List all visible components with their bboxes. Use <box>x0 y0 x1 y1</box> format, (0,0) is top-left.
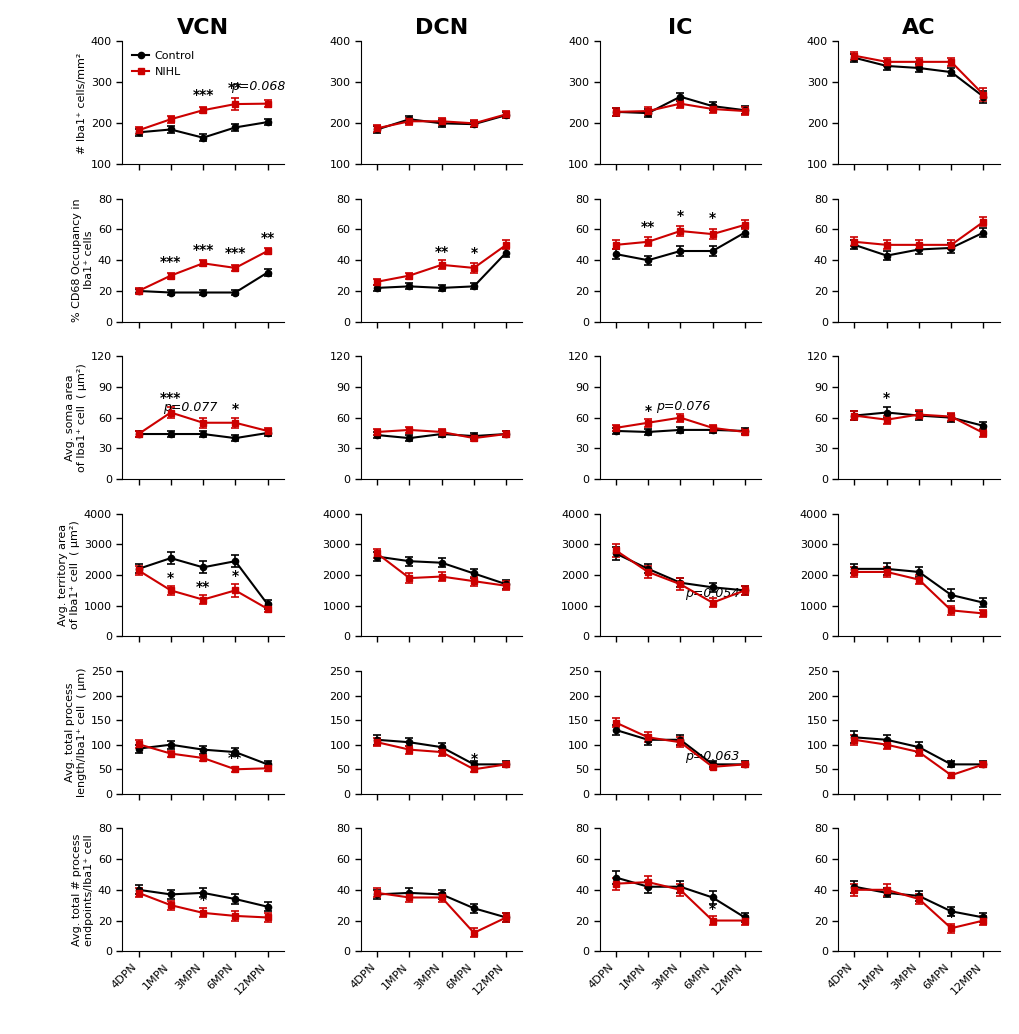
Text: *: * <box>676 209 683 223</box>
Text: p=0.076: p=0.076 <box>655 399 710 413</box>
Text: p=0.063: p=0.063 <box>685 751 739 763</box>
Title: VCN: VCN <box>176 19 229 38</box>
Text: ***: *** <box>160 255 181 270</box>
Text: ***: *** <box>224 246 246 261</box>
Title: IC: IC <box>667 19 692 38</box>
Y-axis label: Avg. total # process
endpoints/Iba1⁺ cell: Avg. total # process endpoints/Iba1⁺ cel… <box>72 833 94 946</box>
Y-axis label: Avg. total process
length/Iba1⁺ cell  ( μm): Avg. total process length/Iba1⁺ cell ( μ… <box>65 668 87 797</box>
Text: p=0.077: p=0.077 <box>163 400 217 414</box>
Text: p=0.068: p=0.068 <box>230 80 284 93</box>
Text: *: * <box>947 758 954 772</box>
Text: **: ** <box>640 220 654 234</box>
Text: ***: *** <box>160 391 181 405</box>
Title: AC: AC <box>901 19 934 38</box>
Y-axis label: # Iba1⁺ cells/mm²: # Iba1⁺ cells/mm² <box>76 52 87 153</box>
Text: **: ** <box>434 245 448 258</box>
Text: *: * <box>167 571 174 585</box>
Text: *: * <box>947 910 954 923</box>
Text: *: * <box>708 902 715 916</box>
Y-axis label: Avg. territory area
of Iba1⁺ cell  ( μm²): Avg. territory area of Iba1⁺ cell ( μm²) <box>58 521 79 630</box>
Text: *: * <box>231 570 238 583</box>
Text: **: ** <box>196 580 210 595</box>
Text: p=0.054: p=0.054 <box>685 586 739 600</box>
Y-axis label: % CD68 Occupancy in
Iba1⁺ cells: % CD68 Occupancy in Iba1⁺ cells <box>72 199 94 322</box>
Text: **: ** <box>228 82 243 95</box>
Text: *: * <box>644 403 651 418</box>
Text: ***: *** <box>193 88 214 101</box>
Text: *: * <box>200 892 207 907</box>
Legend: Control, NIHL: Control, NIHL <box>127 47 199 82</box>
Text: **: ** <box>228 752 243 765</box>
Text: *: * <box>231 895 238 910</box>
Text: **: ** <box>260 231 274 245</box>
Title: DCN: DCN <box>415 19 468 38</box>
Text: *: * <box>708 211 715 224</box>
Text: *: * <box>470 246 477 261</box>
Text: ***: *** <box>193 243 214 257</box>
Y-axis label: Avg. soma area
of Iba1⁺ cell  ( μm²): Avg. soma area of Iba1⁺ cell ( μm²) <box>65 363 87 472</box>
Text: *: * <box>470 753 477 766</box>
Text: *: * <box>882 391 890 405</box>
Text: *: * <box>231 401 238 416</box>
